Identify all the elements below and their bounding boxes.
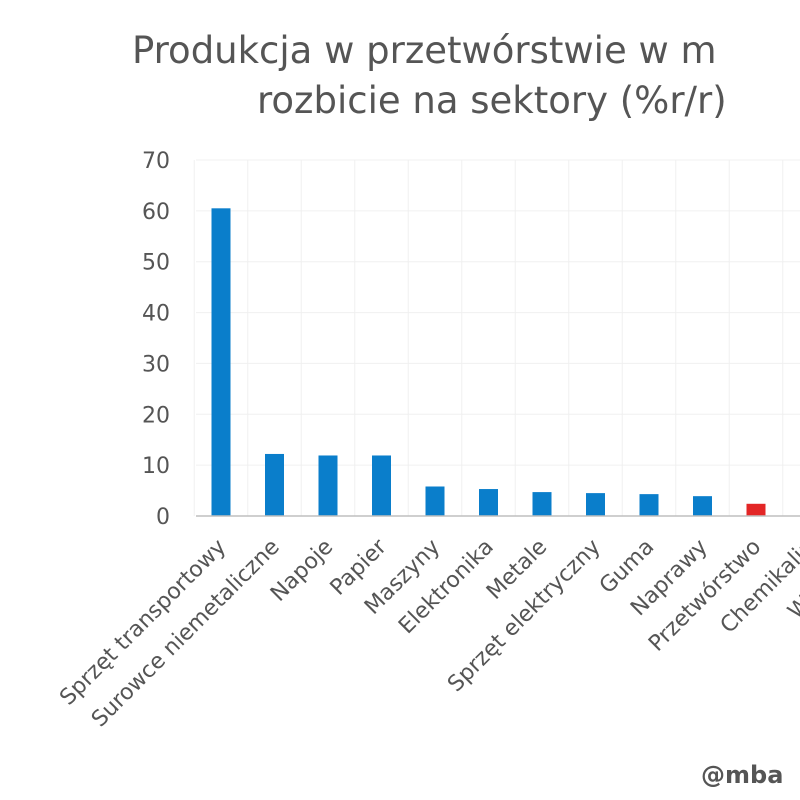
bar: [479, 489, 498, 516]
y-tick-label: 40: [142, 302, 170, 327]
y-tick-label: 50: [142, 251, 170, 276]
bar: [318, 455, 338, 516]
y-axis-ticks: 0 10 20 30 40 50 60 70: [142, 149, 170, 530]
y-tick-label: 30: [142, 352, 170, 377]
bar: [425, 486, 445, 516]
y-tick-label: 60: [142, 200, 170, 225]
bar: [532, 492, 552, 516]
bar: [639, 494, 659, 516]
chart-title-line-1: Produkcja w przetwórstwie w m: [132, 29, 717, 72]
bar: [693, 496, 712, 516]
y-tick-label: 0: [156, 505, 170, 530]
chart-title: Produkcja w przetwórstwie w m rozbicie n…: [132, 29, 727, 122]
bars: [211, 208, 766, 517]
y-tick-label: 10: [142, 454, 170, 479]
bar: [265, 453, 284, 516]
bar: [211, 208, 231, 517]
bar: [746, 503, 766, 516]
bar: [586, 493, 605, 516]
grid: [193, 159, 800, 516]
y-tick-label: 20: [142, 403, 170, 428]
bar: [372, 455, 391, 516]
watermark-handle: @mba: [701, 761, 783, 789]
chart-title-line-2: rozbicie na sektory (%r/r): [257, 79, 727, 122]
y-tick-label: 70: [142, 149, 170, 174]
